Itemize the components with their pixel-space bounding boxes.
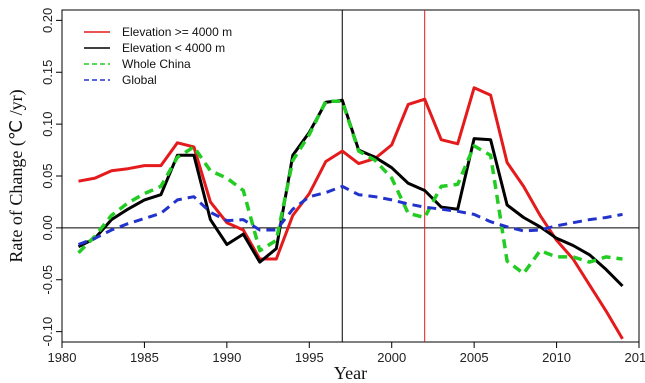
x-tick-label-6: 2010 [542,350,571,365]
x-tick-label-0: 1980 [48,350,77,365]
x-tick-label-3: 1995 [295,350,324,365]
y-tick-label-0: -0.10 [40,317,55,347]
legend-label-2: Whole China [122,57,191,71]
y-tick-label-4: 0.10 [40,111,55,136]
y-tick-label-5: 0.15 [40,60,55,85]
legend-label-1: Elevation < 4000 m [122,41,225,55]
x-tick-label-4: 2000 [377,350,406,365]
series-line-0 [78,86,624,340]
x-tick-label-7: 2015 [625,350,645,365]
x-axis: 1980 1985 1990 1995 2000 2005 2010 2015 [48,342,645,365]
y-axis: -0.10 -0.05 0.00 0.05 0.10 0.15 0.20 [40,8,62,347]
x-tick-label-2: 1990 [212,350,241,365]
legend: Elevation >= 4000 m Elevation < 4000 m Who… [84,25,232,87]
x-tick-label-5: 2005 [460,350,489,365]
series-layer [77,86,624,340]
x-axis-title: Year [334,363,367,383]
y-tick-label-2: 0.00 [40,215,55,240]
legend-label-0: Elevation >= 4000 m [122,25,232,39]
series-line-2 [77,99,623,276]
legend-label-3: Global [122,73,157,87]
y-tick-label-3: 0.05 [40,163,55,188]
y-tick-label-1: -0.05 [40,265,55,295]
x-tick-label-1: 1985 [130,350,159,365]
series-line-3 [77,184,623,246]
y-tick-label-6: 0.20 [40,8,55,33]
y-axis-title: Rate of Change (℃ /yr) [6,89,27,262]
